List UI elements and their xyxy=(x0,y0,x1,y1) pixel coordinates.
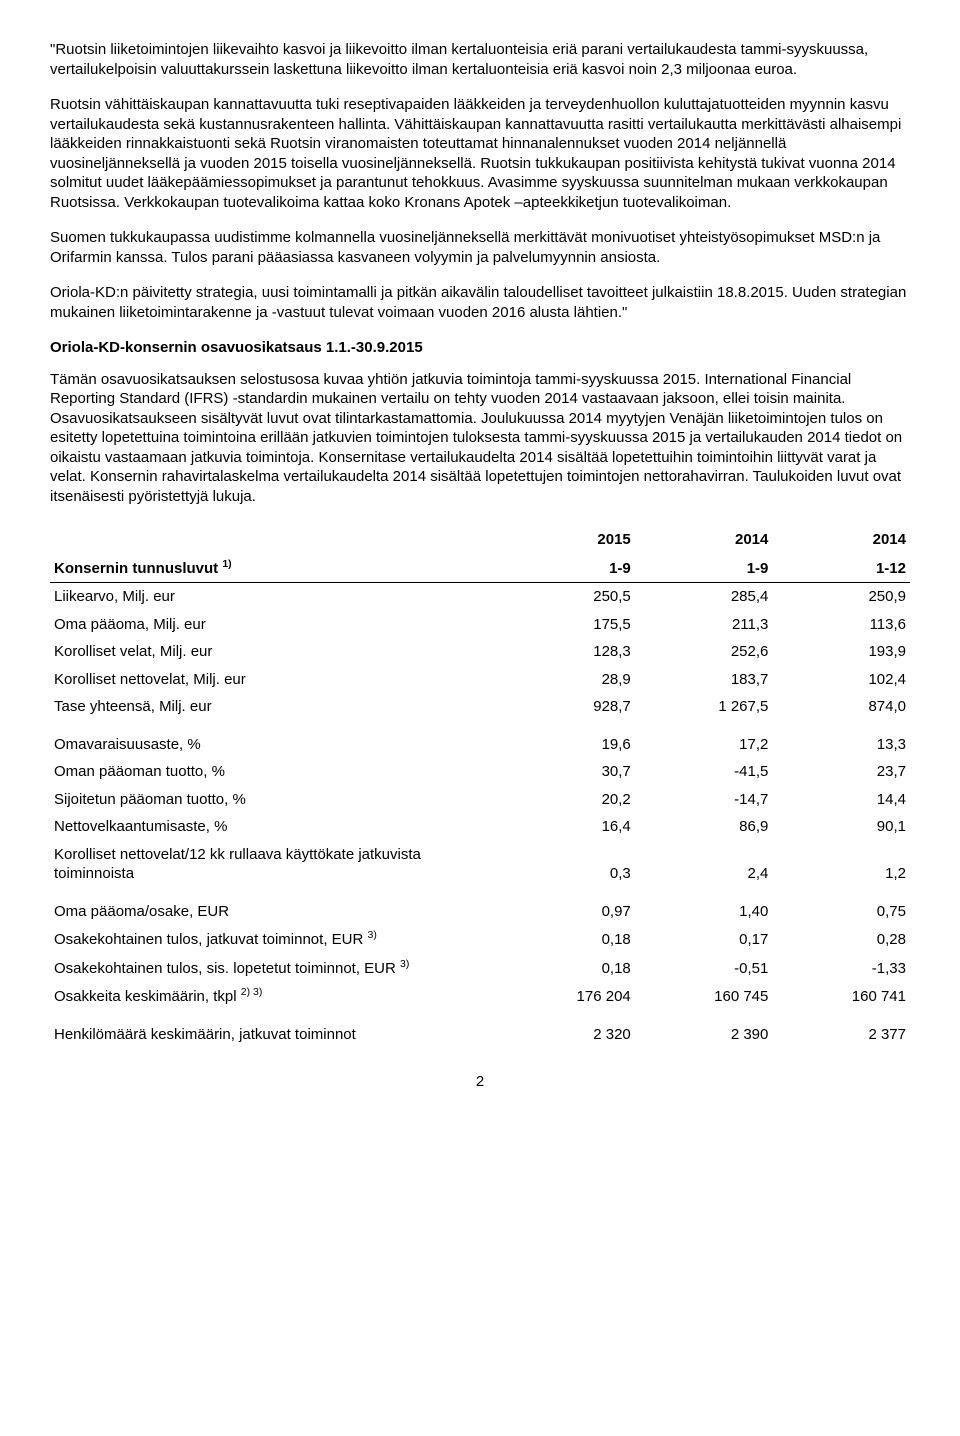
row-value: 874,0 xyxy=(772,693,910,721)
table-row: Henkilömäärä keskimäärin, jatkuvat toimi… xyxy=(50,1021,910,1049)
paragraph-1: "Ruotsin liiketoimintojen liikevaihto ka… xyxy=(50,40,910,79)
row-value: 183,7 xyxy=(635,666,773,694)
row-value: 0,18 xyxy=(497,925,635,954)
row-value: 1 267,5 xyxy=(635,693,773,721)
row-value: 175,5 xyxy=(497,611,635,639)
row-label: Osakekohtainen tulos, jatkuvat toiminnot… xyxy=(50,925,497,954)
row-value: 0,17 xyxy=(635,925,773,954)
row-value: 17,2 xyxy=(635,731,773,759)
key-figures-table: 2015 2014 2014 Konsernin tunnusluvut 1) … xyxy=(50,526,910,1048)
row-label: Oman pääoman tuotto, % xyxy=(50,758,497,786)
row-label: Osakkeita keskimäärin, tkpl 2) 3) xyxy=(50,982,497,1011)
table-row: Omavaraisuusaste, %19,617,213,3 xyxy=(50,731,910,759)
row-value: 2,4 xyxy=(635,841,773,888)
row-value: 928,7 xyxy=(497,693,635,721)
row-value: 250,5 xyxy=(497,583,635,611)
row-label: Oma pääoma, Milj. eur xyxy=(50,611,497,639)
row-value: -0,51 xyxy=(635,954,773,983)
row-value: 28,9 xyxy=(497,666,635,694)
row-value: 211,3 xyxy=(635,611,773,639)
row-label: Nettovelkaantumisaste, % xyxy=(50,813,497,841)
row-value: 0,97 xyxy=(497,898,635,926)
row-value: 176 204 xyxy=(497,982,635,1011)
table-row: Oman pääoman tuotto, %30,7-41,523,7 xyxy=(50,758,910,786)
row-label: Sijoitetun pääoman tuotto, % xyxy=(50,786,497,814)
row-label: Korolliset velat, Milj. eur xyxy=(50,638,497,666)
table-year-row: 2015 2014 2014 xyxy=(50,526,910,554)
row-value: -41,5 xyxy=(635,758,773,786)
row-value: 160 745 xyxy=(635,982,773,1011)
row-value: 1,40 xyxy=(635,898,773,926)
row-label: Omavaraisuusaste, % xyxy=(50,731,497,759)
row-value: 90,1 xyxy=(772,813,910,841)
row-value: 14,4 xyxy=(772,786,910,814)
col-period-3: 1-12 xyxy=(772,554,910,583)
row-label: Henkilömäärä keskimäärin, jatkuvat toimi… xyxy=(50,1021,497,1049)
table-row: Oma pääoma, Milj. eur175,5211,3113,6 xyxy=(50,611,910,639)
paragraph-4: Oriola-KD:n päivitetty strategia, uusi t… xyxy=(50,283,910,322)
paragraph-2: Ruotsin vähittäiskaupan kannattavuutta t… xyxy=(50,95,910,212)
row-value: 2 390 xyxy=(635,1021,773,1049)
col-2014a: 2014 xyxy=(635,526,773,554)
table-row: Nettovelkaantumisaste, %16,486,990,1 xyxy=(50,813,910,841)
paragraph-5: Tämän osavuosikatsauksen selostusosa kuv… xyxy=(50,370,910,507)
row-value: 285,4 xyxy=(635,583,773,611)
table-row: Korolliset nettovelat/12 kk rullaava käy… xyxy=(50,841,910,888)
row-value: 250,9 xyxy=(772,583,910,611)
table-row: Tase yhteensä, Milj. eur928,71 267,5874,… xyxy=(50,693,910,721)
row-value: 102,4 xyxy=(772,666,910,694)
col-period-2: 1-9 xyxy=(635,554,773,583)
table-row: Liikearvo, Milj. eur250,5285,4250,9 xyxy=(50,583,910,611)
paragraph-3: Suomen tukkukaupassa uudistimme kolmanne… xyxy=(50,228,910,267)
row-value: 30,7 xyxy=(497,758,635,786)
row-value: 193,9 xyxy=(772,638,910,666)
row-value: 0,28 xyxy=(772,925,910,954)
row-label: Tase yhteensä, Milj. eur xyxy=(50,693,497,721)
row-label: Osakekohtainen tulos, sis. lopetetut toi… xyxy=(50,954,497,983)
col-2015: 2015 xyxy=(497,526,635,554)
row-label: Korolliset nettovelat, Milj. eur xyxy=(50,666,497,694)
row-value: -14,7 xyxy=(635,786,773,814)
row-value: 0,3 xyxy=(497,841,635,888)
table-row: Osakekohtainen tulos, sis. lopetetut toi… xyxy=(50,954,910,983)
col-2014b: 2014 xyxy=(772,526,910,554)
table-row: Korolliset velat, Milj. eur128,3252,6193… xyxy=(50,638,910,666)
row-value: 19,6 xyxy=(497,731,635,759)
table-row: Osakkeita keskimäärin, tkpl 2) 3)176 204… xyxy=(50,982,910,1011)
row-value: 23,7 xyxy=(772,758,910,786)
row-value: 2 377 xyxy=(772,1021,910,1049)
row-value: 2 320 xyxy=(497,1021,635,1049)
row-value: 0,18 xyxy=(497,954,635,983)
row-value: 0,75 xyxy=(772,898,910,926)
section-heading: Oriola-KD-konsernin osavuosikatsaus 1.1.… xyxy=(50,338,910,358)
row-value: 128,3 xyxy=(497,638,635,666)
row-label: Oma pääoma/osake, EUR xyxy=(50,898,497,926)
row-value: 113,6 xyxy=(772,611,910,639)
row-value: 1,2 xyxy=(772,841,910,888)
row-value: 160 741 xyxy=(772,982,910,1011)
page-number: 2 xyxy=(50,1072,910,1092)
row-value: 13,3 xyxy=(772,731,910,759)
row-label: Korolliset nettovelat/12 kk rullaava käy… xyxy=(50,841,497,888)
table-row: Korolliset nettovelat, Milj. eur28,9183,… xyxy=(50,666,910,694)
table-row: Osakekohtainen tulos, jatkuvat toiminnot… xyxy=(50,925,910,954)
table-row: Sijoitetun pääoman tuotto, %20,2-14,714,… xyxy=(50,786,910,814)
row-value: 20,2 xyxy=(497,786,635,814)
table-row: Oma pääoma/osake, EUR0,971,400,75 xyxy=(50,898,910,926)
col-period-1: 1-9 xyxy=(497,554,635,583)
table-header-label: Konsernin tunnusluvut 1) xyxy=(50,554,497,583)
row-value: -1,33 xyxy=(772,954,910,983)
row-label: Liikearvo, Milj. eur xyxy=(50,583,497,611)
row-value: 86,9 xyxy=(635,813,773,841)
row-value: 252,6 xyxy=(635,638,773,666)
table-period-row: Konsernin tunnusluvut 1) 1-9 1-9 1-12 xyxy=(50,554,910,583)
row-value: 16,4 xyxy=(497,813,635,841)
